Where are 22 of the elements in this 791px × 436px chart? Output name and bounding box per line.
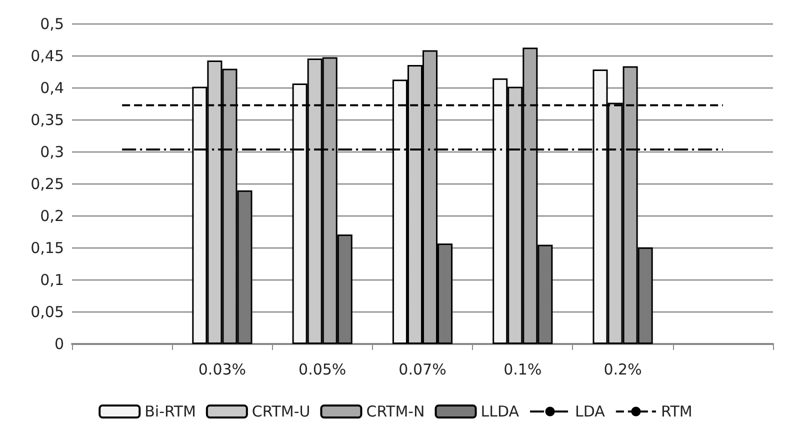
y-tick-label: 0,3 <box>40 143 64 161</box>
y-tick-label: 0,25 <box>30 175 64 193</box>
legend-label: LLDA <box>480 402 520 420</box>
legend-label: LDA <box>575 402 606 420</box>
y-tick-label: 0,5 <box>40 15 64 33</box>
y-tick-label: 0 <box>54 335 64 353</box>
legend-label: CRTM-U <box>252 402 310 420</box>
x-tick-label: 0.1% <box>504 360 542 378</box>
y-tick-label: 0,05 <box>30 303 64 321</box>
legend-label: CRTM-N <box>366 402 425 420</box>
y-tick-label: 0,35 <box>30 111 64 129</box>
y-tick-label: 0,2 <box>40 207 64 225</box>
y-tick-label: 0,4 <box>40 79 64 97</box>
legend-label: RTM <box>660 402 692 420</box>
x-tick-label: 0.2% <box>604 360 642 378</box>
x-tick-label: 0.03% <box>198 360 246 378</box>
x-tick-label: 0.05% <box>298 360 346 378</box>
y-tick-label: 0,1 <box>40 271 64 289</box>
y-tick-label: 0,45 <box>30 47 64 65</box>
y-tick-label: 0,15 <box>30 239 64 257</box>
legend-label: Bi-RTM <box>144 402 196 420</box>
x-tick-label: 0.07% <box>398 360 446 378</box>
